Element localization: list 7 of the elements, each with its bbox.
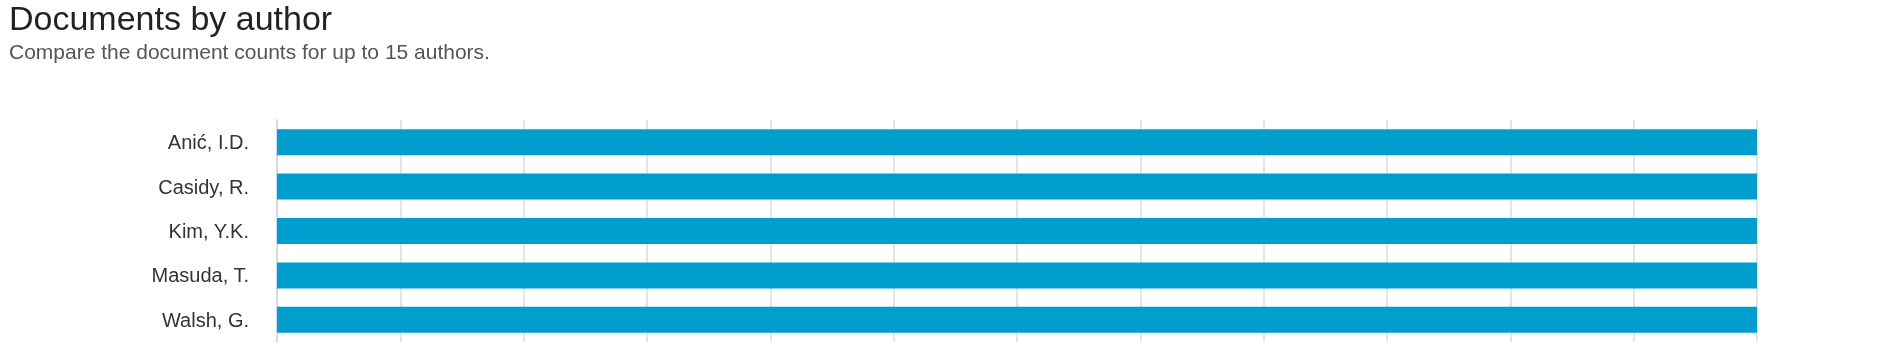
y-tick-label: Walsh, G.: [161, 308, 249, 331]
chart-title: Documents by author: [9, 0, 333, 37]
chart-subtitle: Compare the document counts for up to 15 authors.: [9, 40, 490, 63]
y-tick-label: Masuda, T.: [151, 264, 249, 287]
y-tick-label: Casidy, R.: [158, 175, 249, 198]
y-tick-label: Anić, I.D.: [167, 131, 249, 154]
y-tick-label: Kim, Y.K.: [168, 220, 249, 242]
